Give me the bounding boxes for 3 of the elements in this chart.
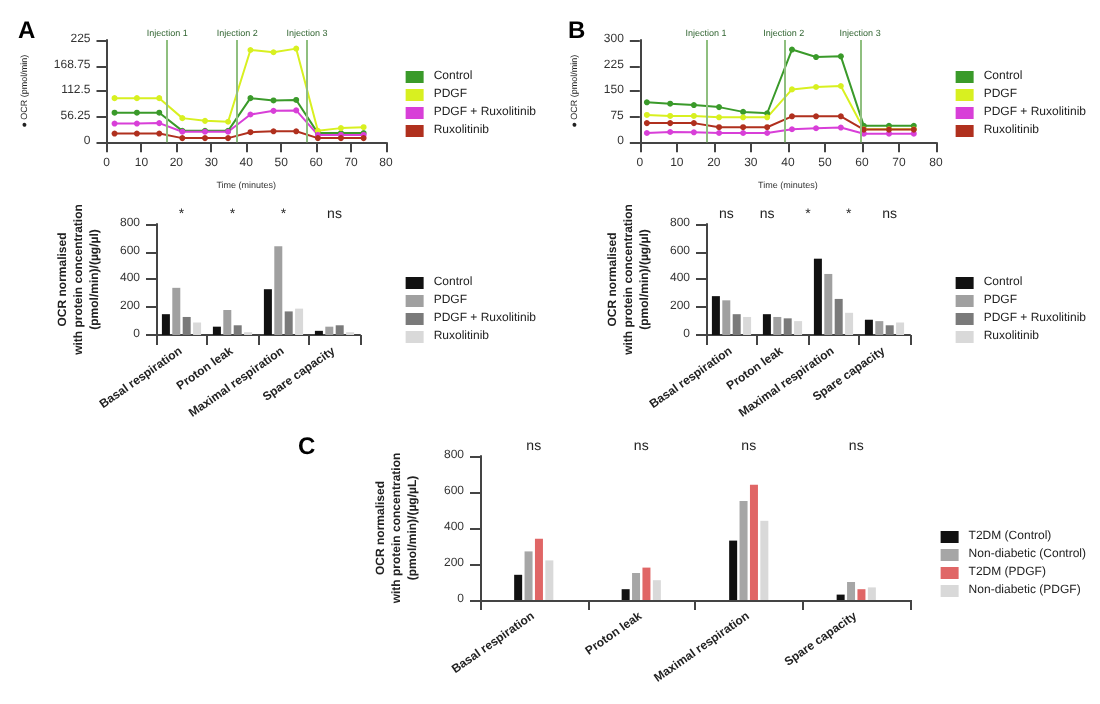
chart-title: C bbox=[298, 432, 316, 460]
chart-title: B bbox=[568, 16, 586, 44]
chart-title: A bbox=[18, 16, 36, 44]
